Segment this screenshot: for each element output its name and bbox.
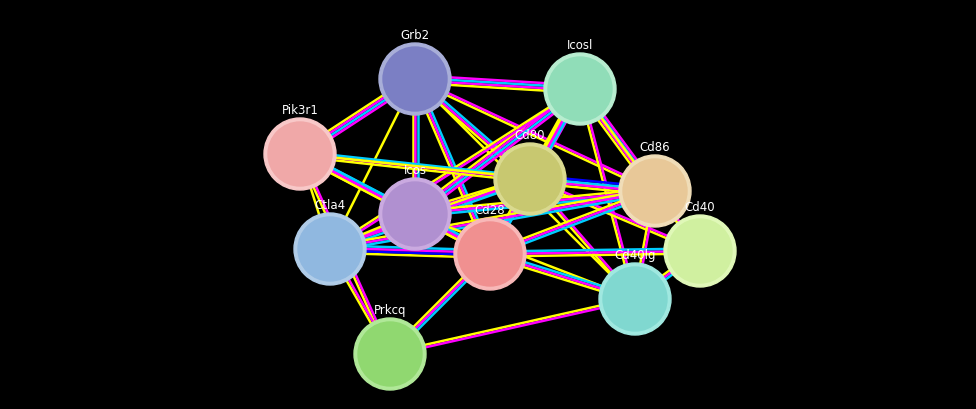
Circle shape [544, 54, 616, 126]
Circle shape [379, 179, 451, 250]
Circle shape [623, 160, 687, 223]
Text: Cd40: Cd40 [685, 200, 715, 213]
Circle shape [619, 155, 691, 227]
Circle shape [454, 218, 526, 290]
Circle shape [358, 322, 422, 386]
Circle shape [383, 48, 447, 112]
Circle shape [664, 216, 736, 287]
Circle shape [668, 220, 732, 283]
Text: Pik3r1: Pik3r1 [281, 104, 318, 117]
Circle shape [458, 222, 522, 286]
Circle shape [298, 218, 362, 281]
Text: Cd80: Cd80 [514, 129, 546, 142]
Text: Prkcq: Prkcq [374, 303, 406, 316]
Circle shape [603, 267, 667, 331]
Circle shape [379, 44, 451, 116]
Text: Cd86: Cd86 [639, 141, 671, 154]
Circle shape [268, 123, 332, 187]
Circle shape [264, 119, 336, 191]
Circle shape [498, 148, 562, 211]
Text: Grb2: Grb2 [400, 29, 429, 42]
Circle shape [599, 263, 671, 335]
Text: Cd28: Cd28 [474, 204, 506, 216]
Circle shape [294, 213, 366, 285]
Circle shape [383, 182, 447, 246]
Circle shape [494, 144, 566, 216]
Text: Icos: Icos [403, 164, 427, 177]
Circle shape [548, 58, 612, 122]
Text: Icosl: Icosl [567, 39, 593, 52]
Circle shape [354, 318, 426, 390]
Text: Cd40lg: Cd40lg [614, 248, 656, 261]
Text: Ctla4: Ctla4 [314, 198, 346, 211]
